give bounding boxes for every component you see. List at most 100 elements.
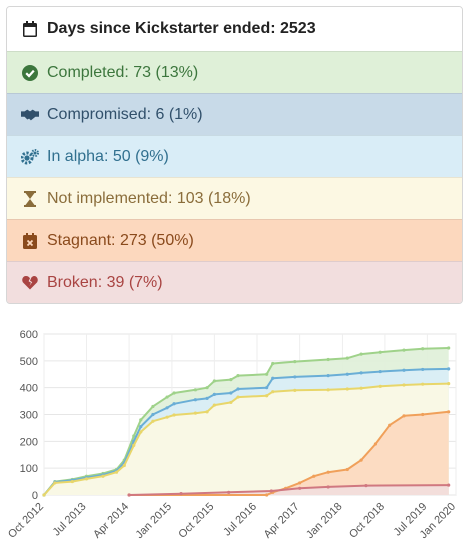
series-4-point: [364, 484, 368, 488]
y-tick-label: 400: [20, 383, 38, 395]
series-0-point: [265, 372, 269, 376]
series-2-point: [42, 493, 46, 497]
status-not-implemented-label: Not implemented: 103 (18%): [47, 189, 251, 207]
chart-lines: [42, 346, 451, 497]
y-tick-label: 300: [20, 410, 38, 422]
series-2-point: [205, 410, 209, 414]
series-2-point: [378, 384, 382, 388]
series-2-point: [229, 400, 233, 405]
y-tick-label: 200: [20, 436, 38, 448]
series-1-point: [165, 406, 169, 410]
status-stagnant-label: Stagnant: 273 (50%): [47, 231, 194, 249]
hourglass-icon: [21, 190, 39, 208]
series-1-point: [193, 398, 197, 402]
series-3-point: [373, 442, 378, 446]
x-tick-label: Oct 2012: [6, 501, 46, 541]
status-broken-label: Broken: 39 (7%): [47, 273, 163, 291]
series-3-point: [421, 412, 425, 417]
series-0-point: [236, 373, 240, 378]
x-tick-label: Apr 2017: [262, 501, 302, 541]
series-2-point: [172, 413, 176, 417]
series-4-point: [447, 483, 451, 487]
status-completed-label: Completed: 73 (13%): [47, 63, 199, 81]
series-1-point: [421, 367, 425, 372]
series-0-point: [378, 350, 382, 354]
series-4-point: [326, 485, 330, 489]
series-1-point: [229, 391, 233, 395]
series-2-point: [271, 390, 275, 394]
x-tick-label: Jan 2018: [304, 501, 344, 541]
series-0-point: [229, 378, 233, 382]
series-2-point: [212, 403, 216, 407]
series-1-point: [378, 369, 382, 374]
series-1-point: [265, 386, 269, 390]
series-2-point: [421, 382, 425, 386]
series-1-point: [345, 372, 349, 376]
handshake-icon: [21, 106, 39, 124]
series-2-point: [84, 477, 89, 481]
y-tick-label: 0: [32, 490, 38, 502]
calendar-x-icon: [21, 232, 39, 250]
series-1-point: [139, 424, 143, 429]
series-0-point: [421, 347, 425, 351]
status-in-alpha-label: In alpha: 50 (9%): [47, 147, 169, 165]
x-tick-label: Jul 2016: [221, 501, 259, 539]
series-0-point: [172, 391, 176, 395]
series-4-point: [127, 493, 131, 497]
series-0-point: [165, 395, 169, 399]
series-0-point: [205, 386, 209, 390]
status-not-implemented[interactable]: Not implemented: 103 (18%): [7, 177, 462, 219]
status-broken[interactable]: Broken: 39 (7%): [7, 261, 462, 303]
series-2-point: [236, 395, 240, 399]
series-0-point: [151, 404, 155, 409]
series-2-point: [345, 387, 349, 391]
x-tick-label: Jan 2015: [134, 501, 174, 541]
days-header-label: Days since Kickstarter ended: 2523: [47, 20, 316, 37]
series-2-point: [447, 382, 451, 386]
chart-areas: [44, 348, 449, 495]
series-2-point: [53, 481, 57, 485]
series-2-point: [139, 430, 143, 434]
series-3-point: [312, 474, 316, 478]
series-4-point: [179, 492, 183, 496]
series-3-point: [359, 458, 363, 462]
x-tick-label: Oct 2018: [347, 501, 387, 541]
series-2-point: [151, 419, 155, 423]
status-completed[interactable]: Completed: 73 (13%): [7, 51, 462, 93]
series-0-point: [402, 348, 406, 352]
series-line-4: [129, 484, 449, 496]
x-tick-label: Jul 2013: [51, 501, 89, 539]
series-1-point: [359, 371, 363, 375]
series-2-point: [122, 463, 126, 468]
series-1-point: [212, 392, 216, 396]
status-stagnant[interactable]: Stagnant: 273 (50%): [7, 219, 462, 261]
series-1-point: [447, 367, 451, 371]
series-2-point: [265, 394, 269, 398]
series-0-point: [212, 379, 216, 383]
series-1-point: [402, 368, 406, 372]
series-3-point: [326, 470, 330, 474]
series-1-point: [205, 396, 209, 400]
series-3-point: [298, 481, 302, 485]
days-header: Days since Kickstarter ended: 2523: [7, 7, 462, 51]
series-1-point: [151, 412, 155, 417]
gears-icon: [21, 148, 39, 166]
series-2-point: [70, 479, 74, 484]
series-area-3: [129, 411, 449, 495]
series-2-point: [165, 415, 169, 419]
series-0-point: [132, 434, 136, 438]
series-1-point: [172, 402, 176, 406]
series-3-point: [402, 414, 406, 418]
y-tick-label: 500: [20, 356, 38, 368]
series-2-point: [193, 411, 197, 415]
y-tick-label: 600: [20, 329, 38, 341]
series-4-point: [298, 486, 302, 490]
series-2-point: [402, 383, 406, 387]
series-2-point: [132, 443, 136, 447]
status-in-alpha[interactable]: In alpha: 50 (9%): [7, 135, 462, 177]
series-2-point: [101, 474, 105, 478]
status-panel: Days since Kickstarter ended: 2523 Compl…: [6, 6, 463, 304]
series-2-point: [359, 386, 363, 390]
status-compromised[interactable]: Compromised: 6 (1%): [7, 93, 462, 135]
